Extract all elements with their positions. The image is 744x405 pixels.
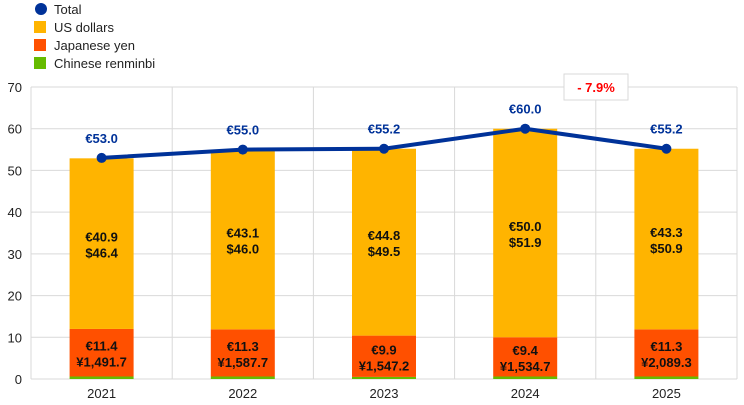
bar-us-dollars [210, 149, 275, 330]
x-tick-label: 2024 [511, 386, 540, 401]
total-label: €55.2 [650, 122, 683, 137]
total-point [520, 123, 531, 134]
y-tick-label: 50 [8, 163, 22, 178]
y-tick-label: 60 [8, 122, 22, 137]
bar-japanese-yen [493, 337, 558, 377]
legend-marker [34, 39, 46, 51]
bar-us-dollars [634, 148, 699, 330]
legend-marker [34, 21, 46, 33]
y-tick-label: 30 [8, 247, 22, 262]
bar-japanese-yen [634, 329, 699, 377]
y-tick-label: 70 [8, 80, 22, 95]
bar-us-dollars [493, 128, 558, 338]
data-label: $49.5 [368, 244, 401, 259]
data-label: ¥1,547.2 [359, 358, 410, 373]
data-label: $46.4 [85, 246, 118, 261]
data-label: $51.9 [509, 235, 542, 250]
data-label: ¥1,491.7 [76, 355, 127, 370]
bar-chinese-renminbi [69, 376, 134, 379]
legend-marker-total [35, 3, 47, 15]
legend-label: Total [54, 2, 82, 17]
legend-marker [34, 57, 46, 69]
data-label: €44.8 [368, 228, 401, 243]
data-label: ¥1,534.7 [500, 359, 551, 374]
data-label: €50.0 [509, 219, 542, 234]
data-label: €9.4 [513, 343, 539, 358]
bar-us-dollars [352, 148, 416, 336]
total-label: €55.2 [368, 122, 401, 137]
x-tick-label: 2023 [370, 386, 399, 401]
x-tick-label: 2021 [87, 386, 116, 401]
data-label: $50.9 [650, 241, 683, 256]
data-label: €11.4 [86, 339, 119, 354]
total-label: €55.0 [227, 123, 260, 138]
data-label: €40.9 [85, 230, 118, 245]
bar-japanese-yen [352, 335, 416, 377]
y-tick-label: 40 [8, 205, 22, 220]
legend-label: Japanese yen [54, 38, 135, 53]
bar-japanese-yen [69, 328, 134, 377]
bar-chinese-renminbi [634, 376, 699, 379]
total-label: €60.0 [509, 102, 542, 117]
total-point [661, 143, 672, 154]
bar-chinese-renminbi [352, 376, 416, 379]
x-tick-label: 2022 [228, 386, 257, 401]
bar-japanese-yen [210, 329, 275, 377]
legend-label: Chinese renminbi [54, 56, 155, 71]
y-tick-label: 0 [15, 372, 22, 387]
total-point [96, 152, 107, 163]
change-annotation: - 7.9% [577, 80, 615, 95]
data-label: ¥2,089.3 [641, 355, 692, 370]
legend-label: US dollars [54, 20, 114, 35]
bar-us-dollars [69, 158, 134, 329]
bar-chinese-renminbi [210, 376, 275, 379]
bar-chinese-renminbi [493, 376, 558, 379]
data-label: €11.3 [227, 339, 259, 354]
data-label: $46.0 [227, 241, 260, 256]
data-label: €9.9 [371, 342, 396, 357]
total-label: €53.0 [85, 131, 118, 146]
annotation-box [563, 73, 629, 101]
y-tick-label: 10 [8, 330, 22, 345]
total-point [379, 143, 389, 154]
data-label: €43.1 [227, 225, 260, 240]
data-label: €43.3 [650, 225, 683, 240]
data-label: ¥1,587.7 [217, 355, 268, 370]
total-point [237, 144, 248, 155]
y-tick-label: 20 [8, 289, 22, 304]
data-label: €11.3 [650, 339, 682, 354]
x-tick-label: 2025 [652, 386, 681, 401]
